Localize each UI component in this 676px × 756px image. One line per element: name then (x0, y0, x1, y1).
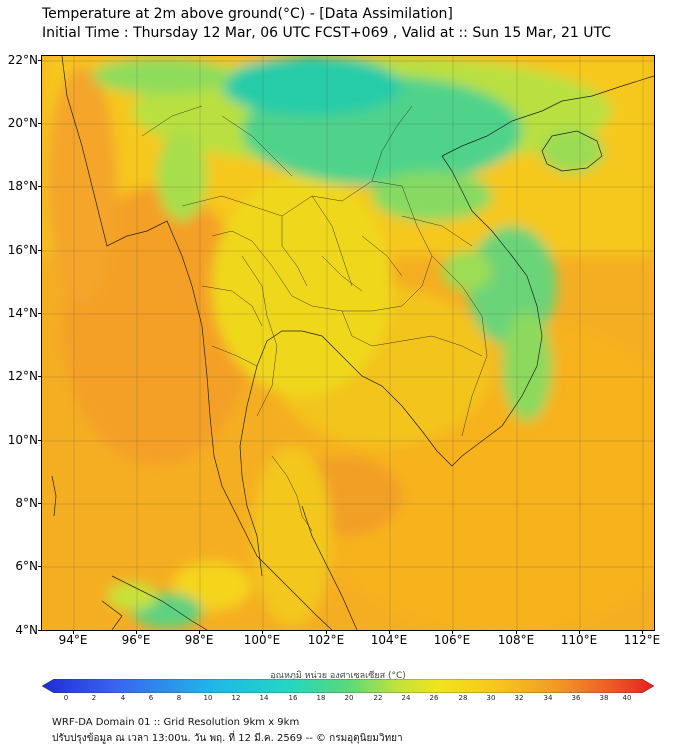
lat-label: 20°N (7, 116, 38, 130)
colorbar-tick: 0 (63, 694, 69, 702)
lat-label: 4°N (15, 623, 38, 637)
lon-label: 98°E (184, 633, 214, 647)
lon-label: 108°E (497, 633, 535, 647)
colorbar-tick: 30 (486, 694, 496, 702)
colorbar-tick: 2 (91, 694, 97, 702)
lon-tick (579, 631, 580, 634)
lat-label: 6°N (15, 559, 38, 573)
lat-label: 12°N (7, 369, 38, 383)
colorbar-tick: 14 (259, 694, 269, 702)
lat-tick (38, 313, 41, 314)
temperature-map (41, 55, 655, 631)
colorbar-tick: 38 (599, 694, 609, 702)
political-borders (141, 105, 488, 532)
lat-tick (38, 376, 41, 377)
colorbar-tick: 10 (203, 694, 213, 702)
colorbar-tick: 22 (373, 694, 383, 702)
lon-label: 104°E (370, 633, 408, 647)
lon-label: 102°E (307, 633, 345, 647)
lon-tick (73, 631, 74, 634)
lon-tick (199, 631, 200, 634)
lon-tick (642, 631, 643, 634)
lat-tick (38, 123, 41, 124)
colorbar-tick: 36 (571, 694, 581, 702)
chart-title: Temperature at 2m above ground(°C) - [Da… (42, 6, 453, 22)
temperature-shading (42, 56, 654, 630)
lon-tick (136, 631, 137, 634)
lat-label: 16°N (7, 243, 38, 257)
colorbar-tick: 8 (176, 694, 182, 702)
colorbar-tick: 40 (622, 694, 632, 702)
lon-label: 96°E (121, 633, 151, 647)
lat-label: 22°N (7, 53, 38, 67)
colorbar-tick: 28 (458, 694, 468, 702)
lon-label: 106°E (433, 633, 471, 647)
coastlines (51, 56, 654, 630)
lon-tick (262, 631, 263, 634)
footer-domain-info: WRF-DA Domain 01 :: Grid Resolution 9km … (52, 717, 300, 728)
colorbar (42, 679, 654, 693)
lat-label: 10°N (7, 433, 38, 447)
colorbar-tick: 18 (316, 694, 326, 702)
colorbar-tick: 16 (288, 694, 298, 702)
lon-label: 94°E (58, 633, 88, 647)
lat-tick (38, 503, 41, 504)
colorbar-tick: 26 (429, 694, 439, 702)
lat-tick (38, 186, 41, 187)
lat-label: 14°N (7, 306, 38, 320)
colorbar-title: อุณหภูมิ หน่วย องศาเซลเซียส (°C) (270, 671, 406, 681)
lon-label: 112°E (623, 633, 661, 647)
colorbar-tick: 34 (543, 694, 553, 702)
lon-label: 110°E (560, 633, 598, 647)
lat-label: 8°N (15, 496, 38, 510)
lat-label: 18°N (7, 179, 38, 193)
lon-tick (389, 631, 390, 634)
chart-subtitle: Initial Time : Thursday 12 Mar, 06 UTC F… (42, 25, 612, 41)
colorbar-tick: 20 (344, 694, 354, 702)
colorbar-tick: 12 (231, 694, 241, 702)
lat-tick (38, 630, 41, 631)
lon-tick (516, 631, 517, 634)
lon-tick (326, 631, 327, 634)
lon-tick (452, 631, 453, 634)
lat-tick (38, 250, 41, 251)
colorbar-tick: 24 (401, 694, 411, 702)
lat-tick (38, 566, 41, 567)
footer-update-info: ปรับปรุงข้อมูล ณ เวลา 13:00น. วัน พฤ. ที… (52, 733, 403, 744)
lat-tick (38, 60, 41, 61)
colorbar-tick: 32 (514, 694, 524, 702)
colorbar-tick: 6 (148, 694, 154, 702)
lon-label: 100°E (243, 633, 281, 647)
colorbar-tick: 4 (120, 694, 126, 702)
lat-tick (38, 440, 41, 441)
